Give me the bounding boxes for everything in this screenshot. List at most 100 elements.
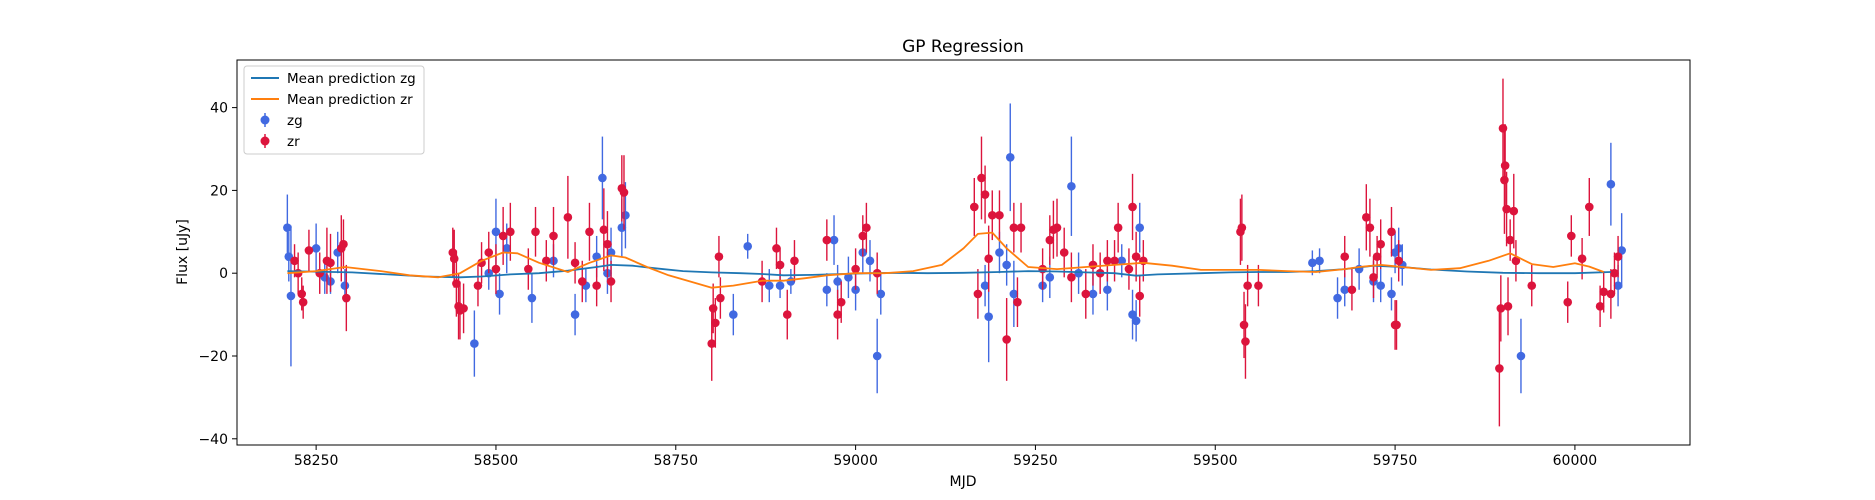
zr-point: [1045, 235, 1055, 245]
zr-point: [1372, 252, 1382, 261]
zr-point: [491, 264, 501, 274]
zr-point: [449, 254, 459, 264]
zr-point: [851, 264, 860, 274]
zr-point: [1500, 175, 1509, 185]
zr-point: [1113, 223, 1123, 232]
zr-point: [498, 231, 508, 241]
zr-point: [1002, 335, 1011, 344]
zg-point: [1067, 181, 1076, 191]
zr-point: [342, 293, 351, 303]
y-tick-label: 0: [219, 266, 228, 282]
zr-point: [304, 246, 314, 255]
zr-point: [995, 210, 1004, 220]
zr-point: [987, 210, 997, 220]
zr-point: [973, 289, 983, 299]
zr-point: [1009, 223, 1019, 232]
zr-point: [790, 256, 799, 266]
zr-point: [1584, 202, 1594, 212]
zr-point: [619, 188, 629, 197]
zr-point: [1243, 281, 1252, 290]
zr-point: [524, 264, 533, 274]
zg-point: [844, 273, 853, 282]
zr-point: [326, 258, 335, 268]
zg-point: [1617, 246, 1626, 255]
zr-point: [1016, 223, 1026, 232]
zr-point: [1081, 289, 1091, 299]
zr-point: [836, 297, 846, 307]
zr-point: [1067, 273, 1076, 282]
zr-point: [459, 304, 468, 313]
zg-point: [1376, 281, 1385, 290]
zg-point: [876, 289, 886, 299]
y-tick-label: 40: [210, 101, 228, 117]
chart-title: GP Regression: [902, 37, 1024, 57]
zg-point: [311, 244, 321, 253]
zr-point: [1239, 320, 1249, 330]
zr-point: [980, 190, 990, 199]
zg-point: [1340, 285, 1350, 295]
zg-point: [1387, 289, 1396, 299]
zr-point: [1052, 223, 1062, 232]
zg-point: [829, 235, 839, 245]
zg-point: [470, 339, 479, 348]
zr-point: [1394, 256, 1403, 266]
zr-point: [977, 173, 986, 183]
zr-point: [1124, 264, 1134, 274]
zr-point: [1237, 223, 1247, 232]
series-zr: [290, 78, 1623, 427]
zr-point: [577, 277, 587, 286]
zg-point: [1135, 223, 1145, 232]
zr-point: [1362, 213, 1371, 222]
zg-point: [1045, 273, 1055, 282]
zg-point: [283, 223, 292, 232]
zr-point: [1505, 235, 1515, 245]
zr-point: [592, 281, 601, 290]
zr-point: [1498, 124, 1508, 133]
zr-point: [1013, 297, 1022, 307]
zr-point: [1131, 252, 1141, 261]
zr-point: [1135, 291, 1145, 301]
x-tick-label: 60000: [1553, 453, 1598, 469]
zr-point: [1595, 302, 1605, 311]
zg-point: [1088, 289, 1098, 299]
zr-point: [1577, 254, 1587, 264]
zr-point: [833, 310, 842, 319]
zr-point: [862, 223, 871, 232]
zr-point: [1254, 281, 1263, 290]
zr-point: [772, 244, 781, 253]
zg-point: [1613, 281, 1623, 290]
zg-point: [1606, 179, 1616, 189]
x-tick-label: 58250: [294, 453, 339, 469]
zr-point: [1509, 206, 1519, 216]
zg-point: [1009, 289, 1019, 299]
zg-point: [527, 293, 537, 303]
zr-point: [1495, 364, 1504, 373]
line-mean-prediction-zr: [287, 231, 1605, 289]
zr-point: [1567, 231, 1576, 241]
legend-swatch-zr: [260, 134, 270, 148]
zg-point: [729, 310, 738, 319]
zr-point: [484, 248, 494, 257]
zr-point: [1563, 297, 1573, 307]
zg-point: [1315, 256, 1324, 266]
zg-point: [822, 285, 832, 295]
x-tick-label: 59000: [833, 453, 878, 469]
zr-point: [716, 293, 725, 303]
zr-point: [563, 213, 573, 222]
zg-point: [865, 256, 875, 266]
legend-swatch-zg: [260, 113, 270, 127]
x-tick-label: 58750: [654, 453, 699, 469]
zr-point: [1365, 223, 1375, 232]
y-axis-label: Flux [uJy]: [175, 219, 191, 285]
zg-point: [872, 351, 882, 361]
x-axis-label: MJD: [950, 474, 977, 490]
zg-point: [984, 312, 993, 321]
zg-point: [743, 241, 753, 251]
zr-point: [1103, 256, 1112, 266]
y-tick-label: −40: [198, 432, 228, 448]
y-tick-label: −20: [198, 349, 228, 365]
zg-point: [1128, 310, 1137, 319]
zr-point: [506, 227, 515, 237]
zg-point: [606, 248, 616, 257]
